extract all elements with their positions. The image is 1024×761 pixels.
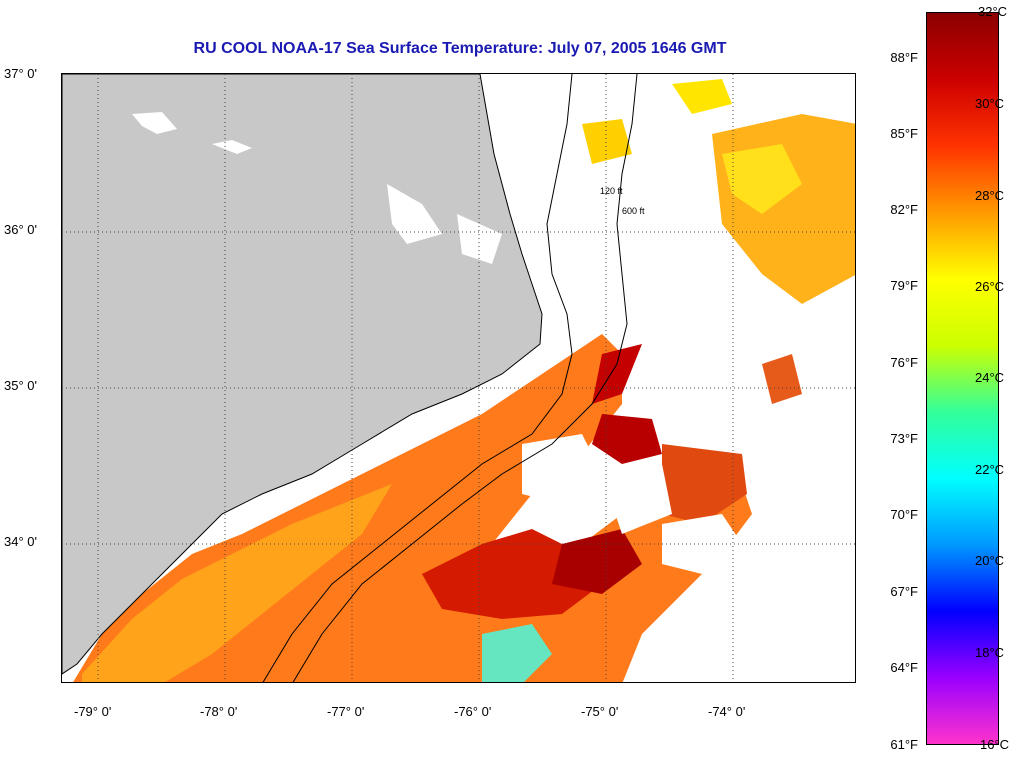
colorbar-c-label: 18°C <box>975 645 1005 660</box>
colorbar-c-label: 26°C <box>975 279 1005 294</box>
lon-label: -79° 0' <box>74 704 112 719</box>
east-orange-patch <box>762 354 802 404</box>
colorbar-f-label: 73°F <box>890 431 918 446</box>
colorbar-f-label: 64°F <box>890 660 918 675</box>
colorbar-c-label: 16°C <box>980 737 1010 752</box>
colorbar-c-label: 24°C <box>975 370 1005 385</box>
isobath-label: 600 ft <box>622 206 645 216</box>
sound-water <box>387 184 442 244</box>
cool-patch <box>482 624 552 682</box>
colorbar-f-label: 67°F <box>890 584 918 599</box>
gulfstream-edge-patch <box>582 119 632 164</box>
offshore-orange-patch <box>662 444 747 524</box>
sst-field <box>73 79 855 682</box>
colorbar-c-label: 30°C <box>975 96 1005 111</box>
lat-label: 35° 0' <box>4 378 37 393</box>
colorbar-f-label: 79°F <box>890 278 918 293</box>
map-title: RU COOL NOAA-17 Sea Surface Temperature:… <box>193 40 727 57</box>
colorbar-f-label: 70°F <box>890 507 918 522</box>
isobath-120ft <box>262 74 573 682</box>
colorbar-c-label: 32°C <box>978 4 1008 19</box>
lat-label: 37° 0' <box>4 66 37 81</box>
north-yellow-patch <box>672 79 732 114</box>
cloud-gap <box>522 434 602 504</box>
colorbar-c-label: 28°C <box>975 188 1005 203</box>
northeast-yellow-patch <box>722 144 802 214</box>
lon-label: -75° 0' <box>581 704 619 719</box>
shelf-hot-region <box>422 529 602 619</box>
colorbar-f-label: 85°F <box>890 126 918 141</box>
colorbar-f-label: 76°F <box>890 355 918 370</box>
colorbar-f-label: 88°F <box>890 50 918 65</box>
temperature-colorbar <box>926 12 999 745</box>
hatteras-hot-patch <box>592 344 642 404</box>
colorbar-c-label: 22°C <box>975 462 1005 477</box>
lon-label: -78° 0' <box>200 704 238 719</box>
lon-label: -77° 0' <box>327 704 365 719</box>
lat-label: 36° 0' <box>4 222 37 237</box>
northeast-offshore-region <box>712 114 855 304</box>
nearshore-warm-region <box>82 484 392 682</box>
isobath-600ft <box>292 74 638 682</box>
lat-label: 34° 0' <box>4 534 37 549</box>
graticule <box>62 74 855 682</box>
offshore-hot-patch <box>592 414 662 464</box>
deep-hot-patch <box>552 529 642 594</box>
isobath-label: 120 ft <box>600 186 623 196</box>
colorbar-c-label: 20°C <box>975 553 1005 568</box>
cloud-gap <box>602 464 672 534</box>
sst-map[interactable]: 120 ft 600 ft <box>61 73 856 683</box>
reservoir <box>212 140 252 154</box>
map-canvas: 120 ft 600 ft <box>62 74 855 682</box>
reservoir <box>132 112 177 134</box>
lon-label: -74° 0' <box>708 704 746 719</box>
lon-label: -76° 0' <box>454 704 492 719</box>
colorbar-f-label: 82°F <box>890 202 918 217</box>
colorbar-f-label: 61°F <box>890 737 918 752</box>
isobaths <box>262 74 638 682</box>
